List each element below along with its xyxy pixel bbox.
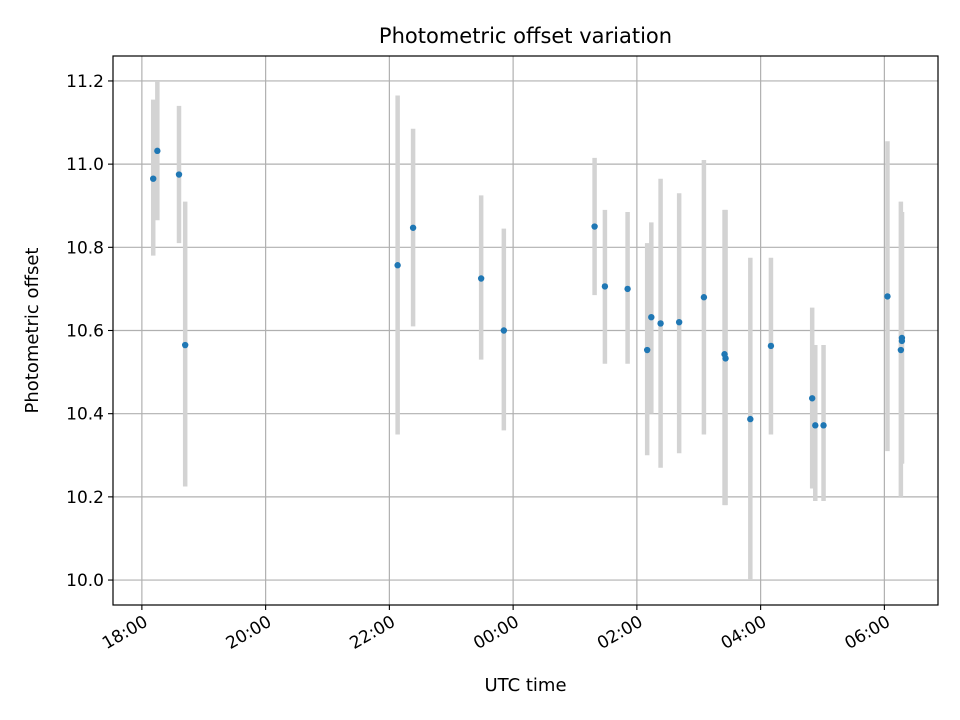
data-point xyxy=(747,415,754,423)
y-tick-label: 10.0 xyxy=(66,571,104,591)
data-point xyxy=(181,341,189,349)
data-point xyxy=(722,355,729,362)
data-point xyxy=(154,147,161,155)
grid xyxy=(113,56,938,605)
data-point xyxy=(409,224,417,231)
y-tick-label: 11.0 xyxy=(66,155,104,175)
data-point xyxy=(675,318,683,326)
data-point xyxy=(767,342,775,350)
x-axis-label: UTC time xyxy=(484,675,566,696)
y-tick-label: 10.6 xyxy=(66,322,104,342)
y-axis-label: Photometric offset xyxy=(22,248,43,414)
y-tick-label: 10.2 xyxy=(66,488,104,508)
chart-title: Photometric offset variation xyxy=(379,24,672,48)
data-point xyxy=(394,262,401,269)
data-point xyxy=(700,294,708,301)
data-point xyxy=(175,171,183,178)
data-point xyxy=(897,346,905,354)
data-point xyxy=(648,313,655,321)
data-point xyxy=(601,283,609,290)
y-tick-label: 10.8 xyxy=(66,238,104,258)
data-point xyxy=(820,422,827,429)
data-point xyxy=(808,395,816,402)
data-point xyxy=(657,320,664,327)
data-point xyxy=(898,334,906,342)
data-point xyxy=(884,293,891,300)
y-axis-ticks: 10.0 10.2 10.4 10.6 10.8 11.0 11.2 xyxy=(66,72,113,591)
data-point xyxy=(812,422,819,429)
data-point xyxy=(624,285,631,293)
data-point xyxy=(591,223,598,230)
data-point xyxy=(477,275,485,282)
y-tick-label: 11.2 xyxy=(66,72,104,92)
data-point xyxy=(643,346,651,354)
y-tick-label: 10.4 xyxy=(66,405,104,425)
data-points xyxy=(150,147,906,429)
data-point xyxy=(500,327,508,334)
data-point xyxy=(150,175,157,182)
